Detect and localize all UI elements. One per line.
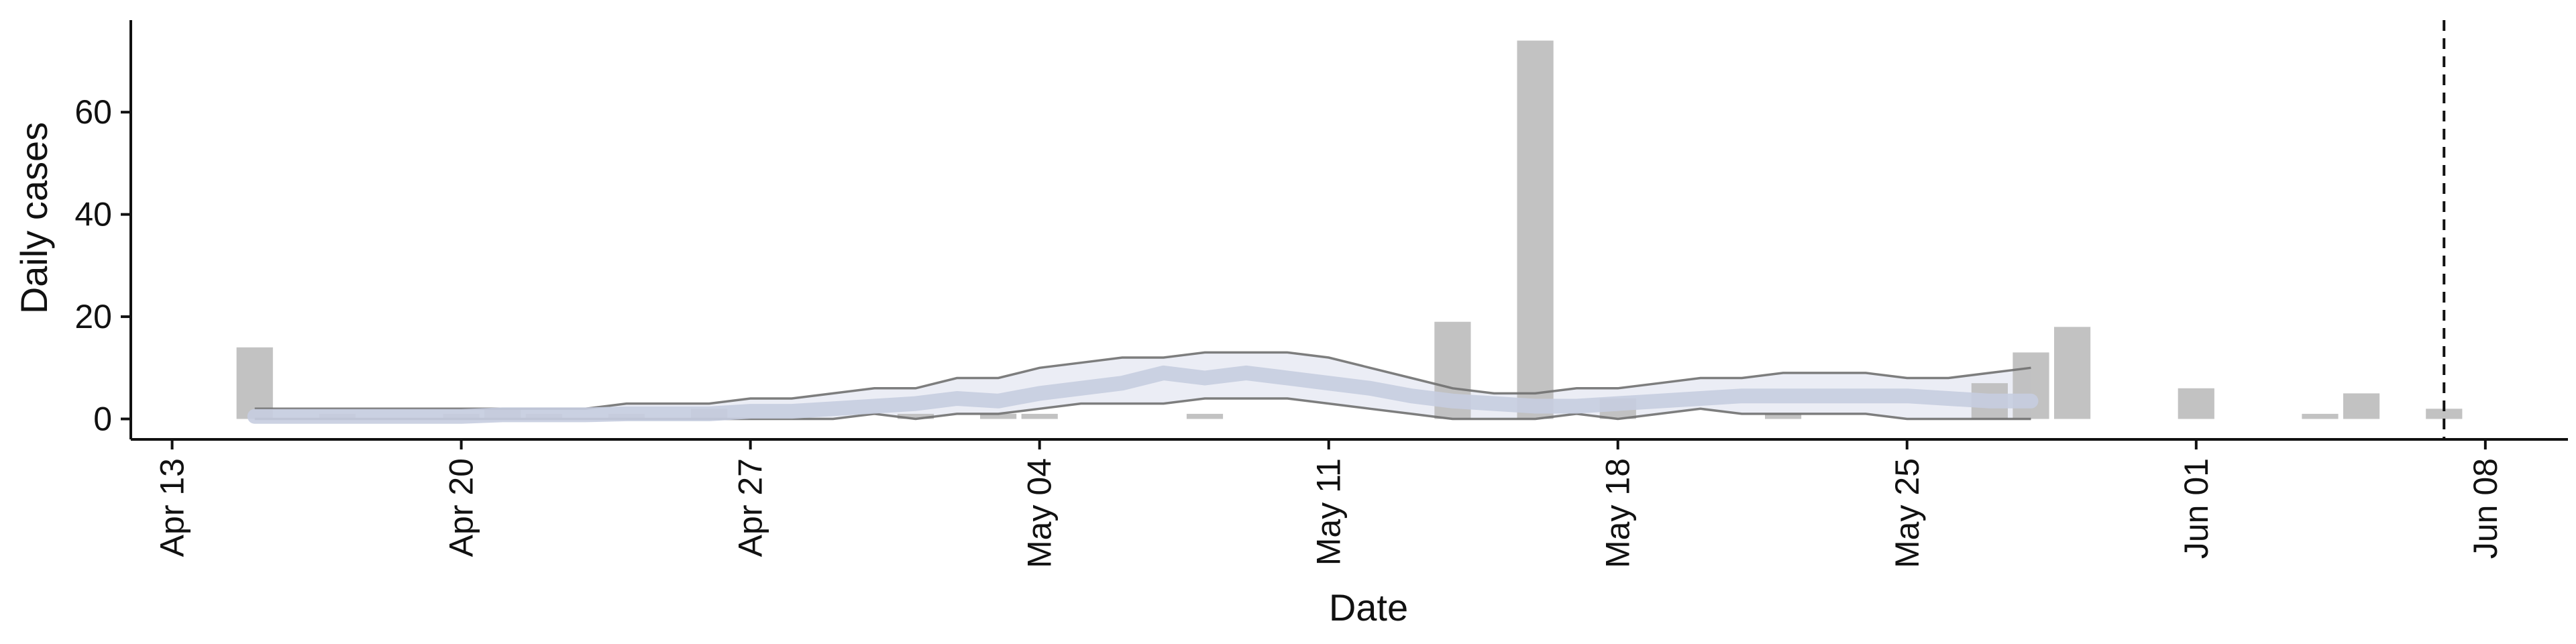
bar-2020-04-15 xyxy=(236,347,273,419)
x-tick-label-2020-06-01: Jun 01 xyxy=(2178,458,2215,559)
y-tick-label-0: 0 xyxy=(93,400,112,438)
bar-2020-05-08 xyxy=(1186,413,1224,419)
bar-2020-06-04 xyxy=(2302,413,2339,419)
axes-group: 0 20 40 60 Apr 13 Apr 20 Apr 27 May 04 May 11 May… xyxy=(74,20,2568,568)
bar-2020-05-04 xyxy=(1021,413,1058,419)
y-axis-title: Daily cases xyxy=(13,122,55,314)
x-tick-label-2020-06-08: Jun 08 xyxy=(2467,458,2504,559)
y-tick-label-60: 60 xyxy=(74,93,112,131)
bar-2020-05-01 xyxy=(897,413,934,419)
bar-2020-05-16 xyxy=(1517,40,1554,419)
x-tick-label-2020-04-13: Apr 13 xyxy=(154,458,191,557)
bar-2020-06-05 xyxy=(2343,393,2380,419)
x-tick-label-2020-04-27: Apr 27 xyxy=(732,458,769,557)
x-tick-label-2020-05-25: May 25 xyxy=(1888,458,1926,568)
x-tick-label-2020-04-20: Apr 20 xyxy=(443,458,480,557)
x-axis-title: Date xyxy=(1329,586,1408,629)
bar-2020-05-03 xyxy=(980,413,1017,419)
median-line xyxy=(247,365,2039,424)
bar-2020-05-28 xyxy=(2012,352,2049,419)
x-tick-label-2020-05-11: May 11 xyxy=(1310,458,1348,566)
y-tick-label-40: 40 xyxy=(74,196,112,233)
bar-2020-05-22 xyxy=(1765,413,1802,419)
x-tick-label-2020-05-04: May 04 xyxy=(1021,458,1059,568)
y-tick-label-20: 20 xyxy=(74,298,112,335)
median-line-group xyxy=(247,351,2039,424)
bar-2020-06-01 xyxy=(2178,388,2214,419)
bar-2020-05-29 xyxy=(2054,327,2091,419)
x-tick-label-2020-05-18: May 18 xyxy=(1599,458,1637,568)
bar-2020-06-07 xyxy=(2426,409,2463,419)
